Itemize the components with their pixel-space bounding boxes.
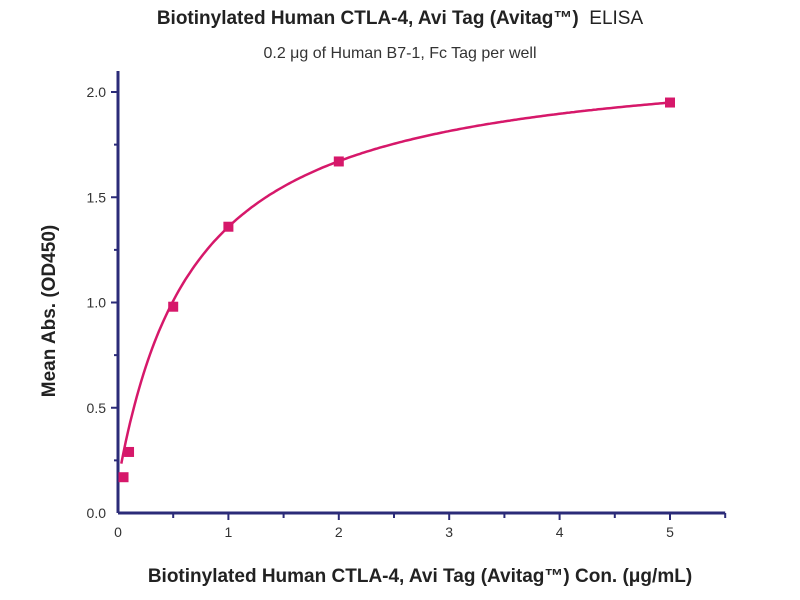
chart-title: Biotinylated Human CTLA-4, Avi Tag (Avit…: [0, 8, 800, 30]
data-point: [665, 97, 675, 108]
fit-curve: [120, 101, 669, 464]
y-tick-label: 0.5: [87, 400, 107, 416]
y-tick-label: 0.0: [87, 505, 107, 521]
y-tick-label: 1.5: [87, 189, 107, 205]
data-point: [333, 156, 344, 167]
chart-title-suffix: ELISA: [589, 8, 644, 29]
data-point: [168, 301, 179, 312]
x-axis-label: Biotinylated Human CTLA-4, Avi Tag (Avit…: [147, 566, 693, 587]
y-tick-label: 2.0: [87, 84, 107, 100]
x-tick-label: 3: [445, 524, 453, 540]
x-tick-label: 1: [225, 524, 233, 540]
data-point: [223, 221, 234, 232]
data-point: [124, 446, 135, 457]
chart-subtitle: 0.2 μg of Human B7-1, Fc Tag per well: [263, 45, 537, 62]
y-tick-label: 1.0: [87, 295, 107, 311]
x-tick-label: 5: [666, 524, 674, 540]
x-tick-label: 2: [335, 524, 343, 540]
data-point: [118, 472, 129, 483]
chart-title-main: Biotinylated Human CTLA-4, Avi Tag (Avit…: [156, 8, 579, 29]
x-tick-label: 4: [556, 524, 564, 540]
x-tick-label: 0: [114, 524, 122, 540]
